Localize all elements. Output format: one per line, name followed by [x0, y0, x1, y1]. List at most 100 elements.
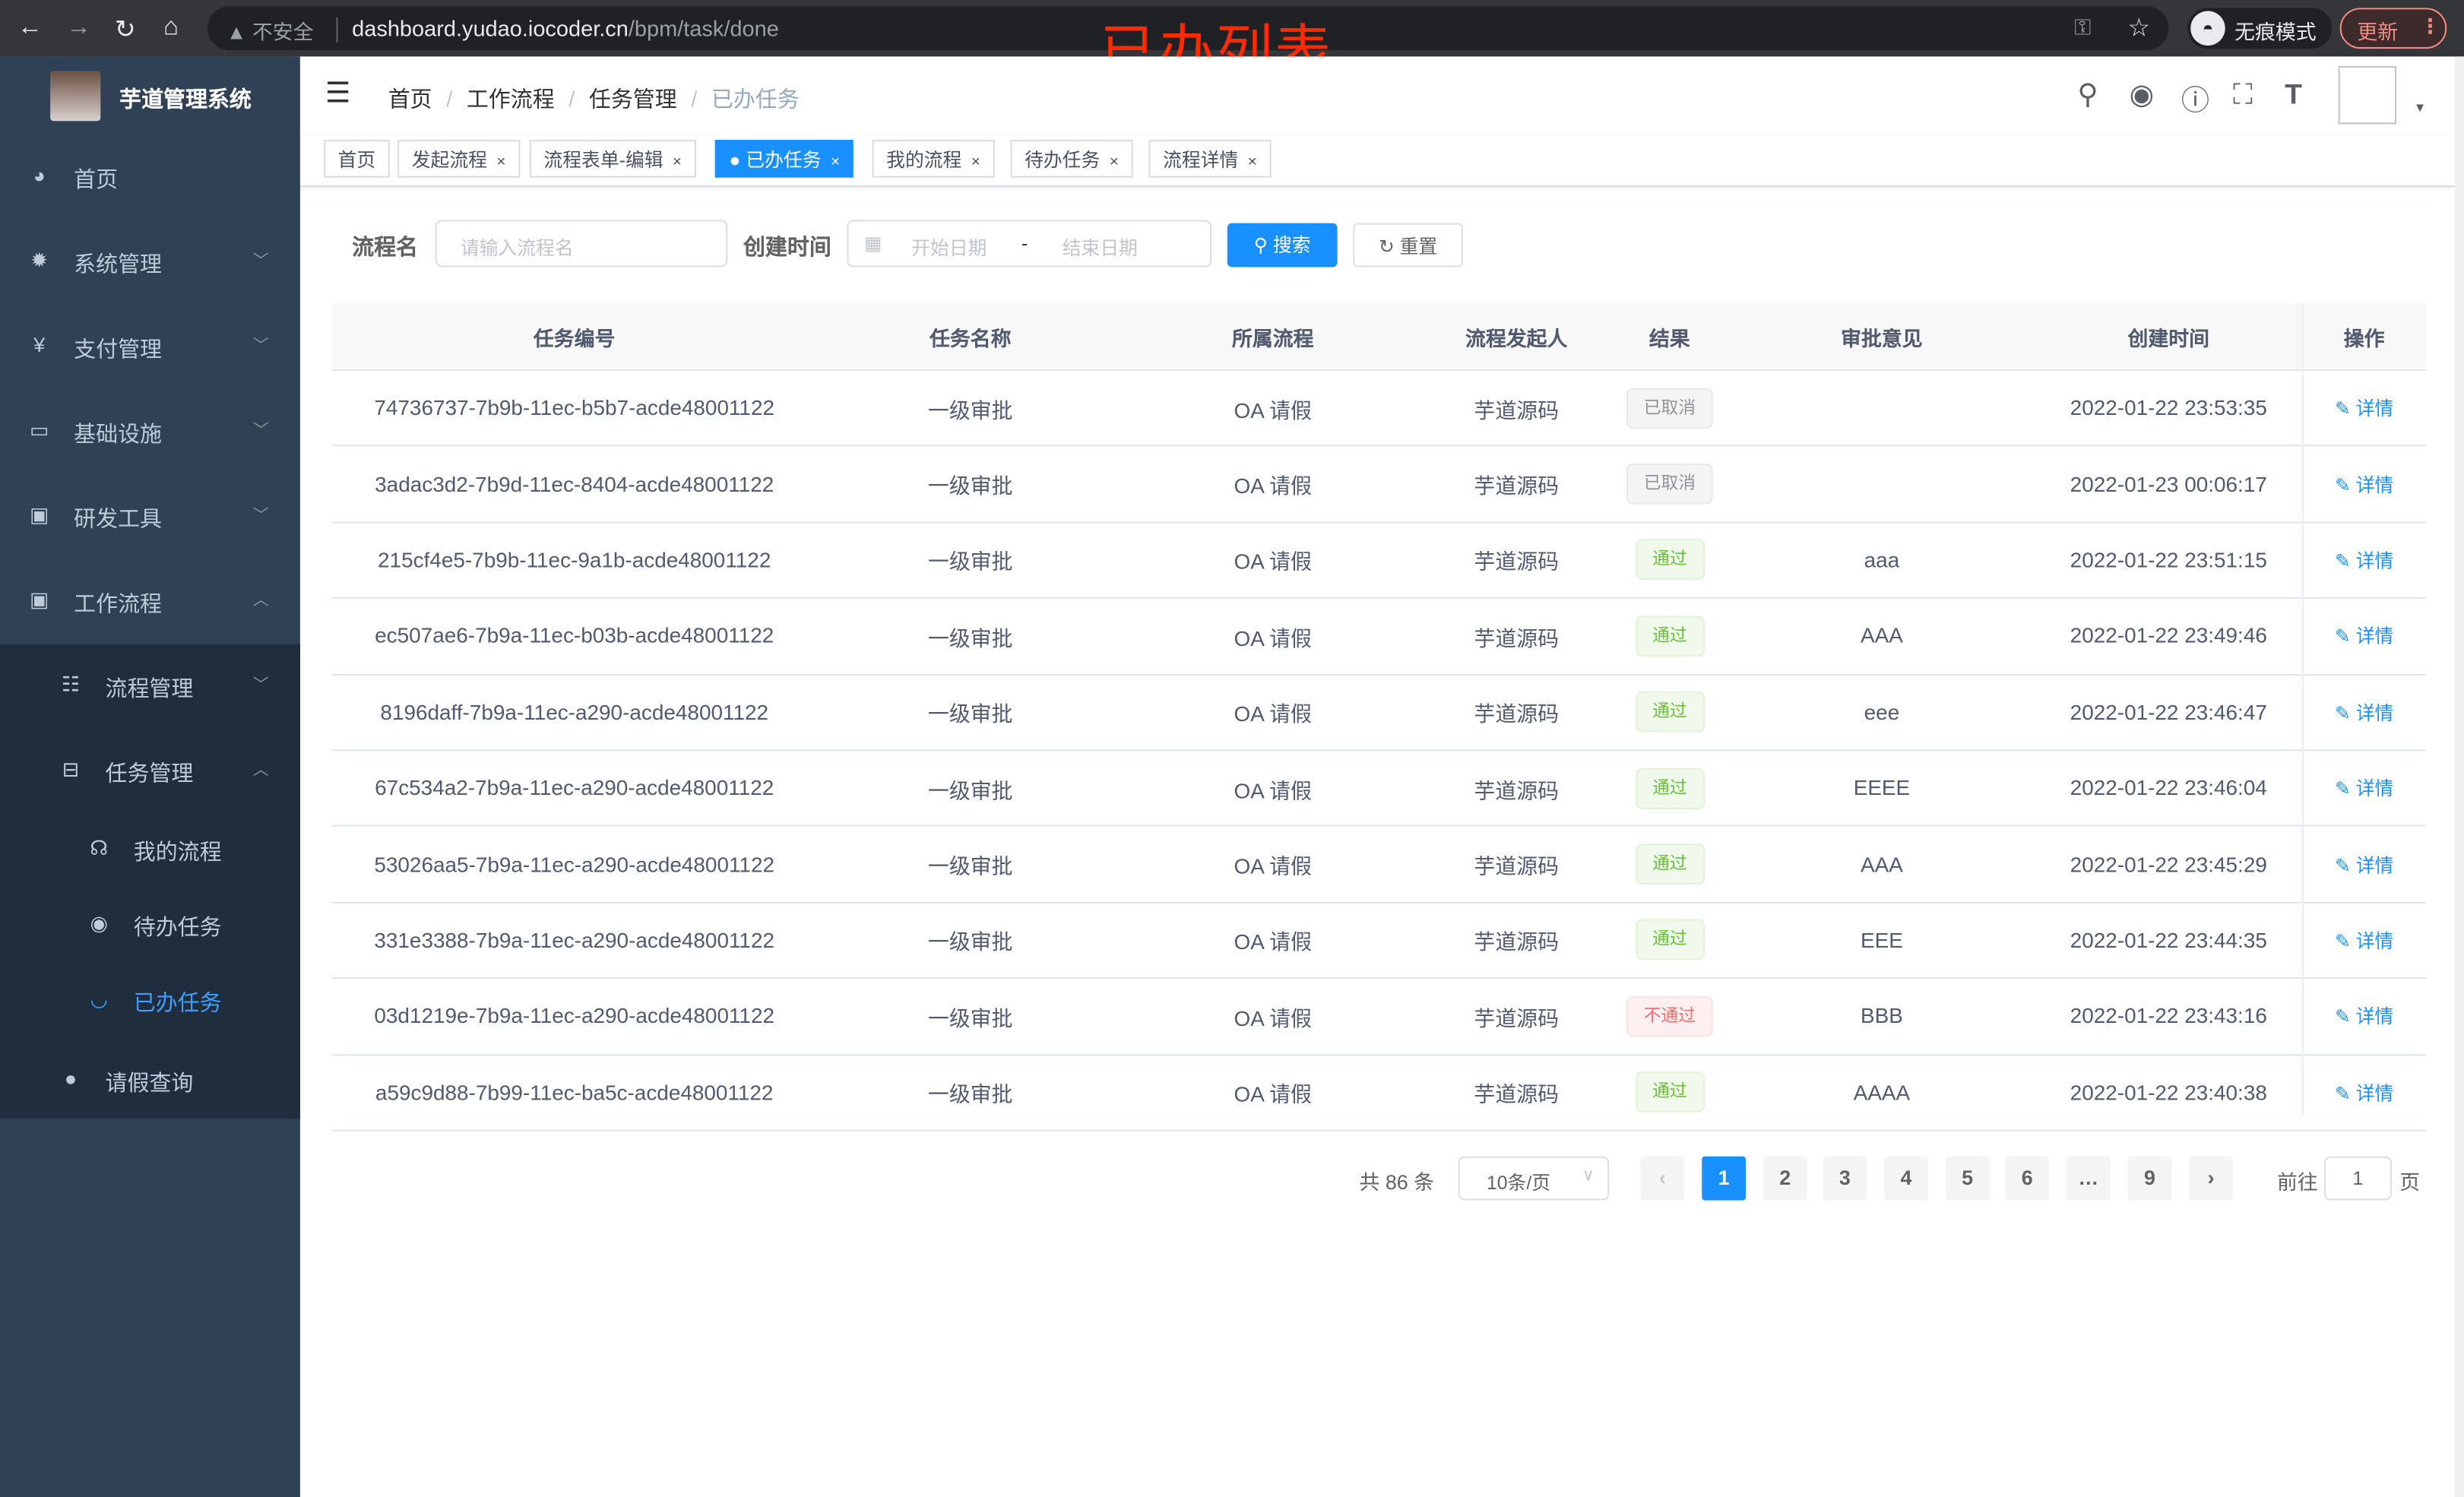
next-page-button[interactable]: ›: [2189, 1156, 2234, 1201]
address-bar[interactable]: ▲ 不安全 dashboard.yudao.iocoder.cn/bpm/tas…: [207, 6, 2169, 51]
insecure-indicator[interactable]: ▲ 不安全: [226, 20, 314, 44]
detail-link[interactable]: ✎ 详情: [2335, 1079, 2393, 1106]
forward-icon[interactable]: →: [65, 14, 91, 41]
sidebar-item[interactable]: ◉ 待办任务: [0, 888, 300, 963]
update-button[interactable]: 更新 ⋮: [2339, 8, 2447, 49]
search-button-label: 搜索: [1272, 234, 1311, 257]
page-button[interactable]: 9: [2127, 1156, 2172, 1201]
detail-link[interactable]: ✎ 详情: [2335, 927, 2393, 954]
detail-link[interactable]: ✎ 详情: [2335, 699, 2393, 726]
chevron-down-icon: ﹀: [252, 677, 269, 695]
star-icon[interactable]: ☆: [2127, 15, 2151, 43]
goto-page-input[interactable]: 1: [2323, 1156, 2392, 1201]
page-button[interactable]: 1: [1702, 1156, 1747, 1201]
breadcrumb-workflow[interactable]: 工作流程: [466, 86, 555, 112]
cell-starter: 芋道源码: [1474, 930, 1560, 954]
process-name-placeholder: 请输入流程名: [460, 237, 574, 260]
end-date-placeholder[interactable]: 结束日期: [1062, 237, 1138, 260]
reset-button[interactable]: ↻ 重置: [1353, 223, 1463, 267]
sidebar: 芋道管理系统 ◕ 首页 ✹ 系统管理 ﹀ ¥ 支付管理 ﹀ ▭ 基础设施 ﹀ ▣ 研发工具 ﹀ ▣ 工作流程 ︿…: [0, 56, 300, 1497]
incognito-badge[interactable]: ◓ 无痕模式: [2187, 8, 2333, 49]
calendar-icon: ▦: [864, 233, 882, 255]
page-size-select[interactable]: 10条/页 ∨: [1458, 1156, 1610, 1201]
scrollbar[interactable]: [2454, 56, 2464, 1497]
tag-item[interactable]: ● 已办任务 ×: [714, 140, 854, 178]
cell-name: 一级审批: [927, 854, 1013, 878]
fullscreen-icon[interactable]: ⛶: [2233, 78, 2253, 110]
tag-item[interactable]: 待办任务 ×: [1010, 140, 1133, 178]
sidebar-item[interactable]: ⊟ 任务管理 ︿: [0, 729, 300, 814]
goto-label: 前往: [2276, 1170, 2318, 1195]
cell-starter: 芋道源码: [1474, 854, 1560, 878]
detail-link[interactable]: ✎ 详情: [2335, 394, 2393, 421]
date-range-picker[interactable]: ▦ 开始日期 - 结束日期: [847, 220, 1212, 267]
github-icon[interactable]: ◉: [2129, 78, 2155, 110]
detail-link[interactable]: ✎ 详情: [2335, 546, 2393, 573]
detail-link[interactable]: ✎ 详情: [2335, 851, 2393, 878]
sidebar-item-label: 系统管理: [74, 251, 162, 277]
home-icon[interactable]: ⌂: [163, 14, 179, 41]
sidebar-item[interactable]: ☊ 我的流程: [0, 812, 300, 888]
breadcrumb-task-manage[interactable]: 任务管理: [588, 86, 677, 112]
detail-link[interactable]: ✎ 详情: [2335, 470, 2393, 497]
detail-link[interactable]: ✎ 详情: [2335, 775, 2393, 802]
search-icon[interactable]: ⚲: [2077, 78, 2098, 110]
close-icon[interactable]: ×: [496, 153, 506, 172]
tag-item[interactable]: 首页: [323, 140, 390, 178]
dashboard-icon: ◕: [33, 163, 46, 188]
detail-link[interactable]: ✎ 详情: [2335, 623, 2393, 650]
page-button[interactable]: 2: [1762, 1156, 1807, 1201]
avatar[interactable]: [2338, 65, 2397, 125]
sidebar-item[interactable]: ▭ 基础设施 ﹀: [0, 390, 300, 475]
process-name-input[interactable]: 请输入流程名: [435, 220, 728, 267]
breadcrumb-home[interactable]: 首页: [388, 86, 432, 112]
divider: [336, 17, 338, 43]
hamburger-icon[interactable]: ☰: [325, 77, 351, 109]
tag-item[interactable]: 流程详情 ×: [1148, 140, 1272, 178]
cell-starter: 芋道源码: [1474, 702, 1560, 726]
page-button[interactable]: 4: [1884, 1156, 1928, 1201]
active-dot-icon: ●: [729, 149, 746, 172]
back-icon[interactable]: ←: [17, 14, 43, 41]
done-task-table: 任务编号 任务名称 所属流程 流程发起人 结果 审批意见 创建时间 操作 74736737-7b…: [331, 303, 2427, 1131]
reload-icon[interactable]: ↻: [114, 17, 136, 44]
sidebar-item[interactable]: ▣ 工作流程 ︿: [0, 559, 300, 644]
fixed-column-divider: [2302, 303, 2304, 1116]
font-size-icon[interactable]: T: [2285, 78, 2303, 110]
caret-down-icon[interactable]: ▼: [2413, 100, 2427, 115]
help-icon[interactable]: ⓘ: [2181, 84, 2210, 117]
tag-item[interactable]: 流程表单-编辑 ×: [529, 140, 696, 178]
sidebar-item[interactable]: ◡ 已办任务: [0, 963, 300, 1038]
page-button[interactable]: …: [2066, 1156, 2111, 1201]
start-date-placeholder[interactable]: 开始日期: [911, 237, 987, 260]
column-header: 任务名称: [929, 326, 1012, 350]
tag-item[interactable]: 发起流程 ×: [397, 140, 521, 178]
sidebar-item[interactable]: ▣ 研发工具 ﹀: [0, 474, 300, 559]
sidebar-item[interactable]: ● 请假查询: [0, 1039, 300, 1124]
page-button[interactable]: 6: [2005, 1156, 2050, 1201]
prev-page-button[interactable]: ‹: [1640, 1156, 1685, 1201]
url-host: dashboard.yudao.iocoder.cn: [352, 15, 629, 41]
tag-item[interactable]: 我的流程 ×: [872, 140, 995, 178]
sidebar-item-label: 首页: [74, 166, 119, 192]
toolbox-icon: ▣: [29, 502, 49, 527]
url-text[interactable]: dashboard.yudao.iocoder.cn/bpm/task/done: [352, 16, 779, 41]
page-button[interactable]: 3: [1823, 1156, 1867, 1201]
detail-link[interactable]: ✎ 详情: [2335, 1003, 2393, 1030]
search-button[interactable]: ⚲ 搜索: [1227, 223, 1338, 267]
key-icon[interactable]: ⚿: [2074, 14, 2092, 40]
cell-name: 一级审批: [927, 1082, 1013, 1107]
submenu-bg: [0, 644, 300, 1119]
column-header: 创建时间: [2127, 326, 2210, 350]
sidebar-item[interactable]: ☷ 流程管理 ﹀: [0, 644, 300, 730]
close-icon[interactable]: ×: [971, 153, 980, 172]
close-icon[interactable]: ×: [1247, 153, 1257, 172]
menu-dots-icon[interactable]: ⋮: [2420, 14, 2440, 38]
close-icon[interactable]: ×: [830, 153, 841, 172]
close-icon[interactable]: ×: [1109, 153, 1119, 172]
close-icon[interactable]: ×: [672, 153, 683, 172]
sidebar-item[interactable]: ¥ 支付管理 ﹀: [0, 305, 300, 390]
sidebar-item[interactable]: ◕ 首页: [0, 135, 300, 220]
sidebar-item[interactable]: ✹ 系统管理 ﹀: [0, 220, 300, 305]
page-button[interactable]: 5: [1945, 1156, 1990, 1201]
